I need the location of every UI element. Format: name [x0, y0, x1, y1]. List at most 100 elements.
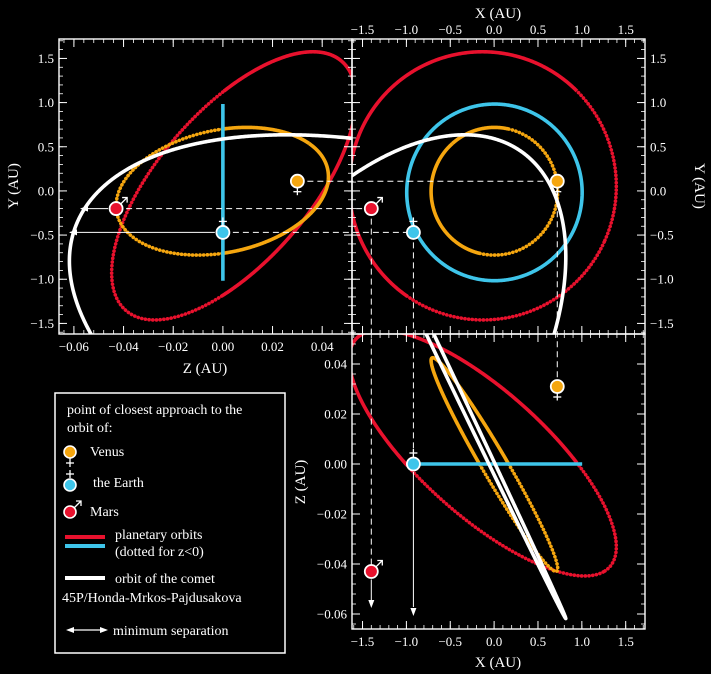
legend-earth-symbol [63, 470, 77, 492]
mars-orbit-solid-1-1 [352, 49, 579, 298]
xtick-label-1-2: −0.5 [438, 22, 462, 37]
mars-orbit-solid-0-1 [220, 49, 352, 298]
legend-orbits-line1: planetary orbits [115, 528, 202, 543]
venus-orbit-dotted-2-1 [478, 461, 560, 574]
legend-box [54, 392, 286, 654]
comet-orbit-solid-0-0 [67, 133, 352, 334]
frame-panel-2 [351, 333, 646, 630]
mars-orbit-dotted-0-2 [109, 238, 224, 322]
xtick-label-0-2: −0.02 [158, 339, 188, 354]
mars-orbit-dotted-2-2 [405, 463, 607, 578]
xz-ylabel: Z (AU) [293, 460, 309, 505]
ytick-label-1-0: −1.5 [650, 316, 674, 331]
mars-marker-panel-2 [363, 559, 383, 579]
xy-ylabel: Y (AU) [691, 163, 707, 209]
xtick-label-2-1: −1.0 [395, 634, 419, 649]
venus-orbit-solid-2-0 [429, 355, 482, 466]
markers [108, 173, 565, 579]
venus-orbit-solid-0-2 [223, 125, 311, 146]
xz-xlabel: X (AU) [475, 655, 521, 671]
ytick-label-2-5: 0.04 [324, 357, 347, 372]
xtick-label-0-0: −0.06 [59, 339, 90, 354]
ytick-label-0-2: −0.5 [30, 228, 54, 243]
earth-marker-panel-0 [215, 217, 231, 240]
xtick-label-1-0: −1.5 [351, 22, 375, 37]
panel-xy [352, 49, 619, 334]
xtick-label-1-3: 0.0 [486, 22, 502, 37]
xtick-label-1-5: 1.0 [574, 22, 590, 37]
ytick-label-2-1: −0.04 [317, 557, 348, 572]
legend-comet-line1: orbit of the comet [115, 572, 215, 587]
minsep-earth-zy-head [69, 229, 77, 236]
ytick-label-2-2: −0.02 [317, 507, 347, 522]
ytick-label-0-5: 1.0 [38, 95, 54, 110]
xtick-label-0-5: 0.04 [311, 339, 334, 354]
comet-orbit-solid-1-0 [352, 133, 568, 334]
ytick-label-0-6: 1.5 [38, 51, 54, 66]
earth-marker-panel-1 [406, 217, 421, 240]
ytick-label-0-3: 0.0 [38, 183, 54, 198]
ytick-label-2-3: 0.00 [324, 457, 347, 472]
ytick-label-2-0: −0.06 [317, 607, 348, 622]
xtick-label-2-6: 1.5 [618, 634, 634, 649]
xtick-label-2-2: −0.5 [438, 634, 462, 649]
xtick-label-2-5: 1.0 [574, 634, 590, 649]
ytick-label-1-2: −0.5 [650, 228, 674, 243]
venus-orbit-solid-0-0 [221, 142, 331, 256]
legend-venus-symbol [63, 445, 77, 467]
venus-orbit-dotted-0-1 [114, 127, 226, 257]
panel-xz [352, 334, 619, 621]
legend: point of closest approach to the orbit o… [54, 392, 286, 654]
xtick-label-1-4: 0.5 [530, 22, 546, 37]
legend-mars-label: Mars [90, 505, 119, 520]
minsep-earth-xz-head [410, 608, 417, 616]
xtick-label-0-1: −0.04 [109, 339, 140, 354]
xtick-label-2-3: 0.0 [486, 634, 502, 649]
mars-orbit-dotted-0-0 [114, 89, 226, 243]
ytick-label-1-6: 1.5 [650, 51, 666, 66]
xtick-label-1-6: 1.5 [618, 22, 634, 37]
venus-orbit-dotted-1-1 [478, 127, 560, 257]
axis-ticks: −0.06 −0.04 −0.02 0.00 0.02 0.04 −1.5 −1.0 −0.5 0… [30, 22, 673, 649]
zy-ylabel: Y (AU) [6, 163, 22, 209]
earth-marker-panel-2 [406, 449, 421, 472]
venus-marker-panel-0 [289, 173, 305, 196]
legend-mars-symbol [63, 500, 82, 519]
guide-lines [69, 180, 558, 616]
xtick-label-2-0: −1.5 [351, 634, 375, 649]
minsep-mars-xz-head [368, 600, 375, 608]
mars-marker-panel-0 [108, 196, 128, 216]
legend-comet-line2: 45P/Honda-Mrkos-Pajdusakova [62, 591, 242, 606]
legend-minsep-label: minimum separation [113, 624, 228, 639]
ytick-label-0-1: −1.0 [30, 272, 54, 287]
legend-venus-label: Venus [90, 445, 124, 460]
ytick-label-1-3: 0.0 [650, 183, 666, 198]
mars-orbit-dotted-2-0 [575, 461, 619, 573]
minsep-mars-zy-head [80, 205, 88, 212]
xtick-label-2-4: 0.5 [530, 634, 546, 649]
legend-title-line2: orbit of: [67, 421, 113, 436]
ytick-label-1-5: 1.0 [650, 95, 666, 110]
xtick-label-0-3: 0.00 [212, 339, 235, 354]
ytick-label-1-1: −1.0 [650, 272, 674, 287]
ytick-label-0-4: 0.5 [38, 139, 54, 154]
xtick-label-1-1: −1.0 [395, 22, 419, 37]
legend-minsep-arrow [66, 627, 108, 633]
xtick-label-0-4: 0.02 [261, 339, 284, 354]
panel-zy [67, 49, 352, 334]
legend-title-line1: point of closest approach to the [67, 403, 242, 418]
mars-orbit-dotted-1-0 [575, 89, 619, 243]
venus-marker-panel-2 [549, 379, 565, 401]
legend-orbits-line2: (dotted for z<0) [115, 545, 204, 560]
zy-xlabel: Z (AU) [183, 361, 228, 377]
mars-orbit-dotted-1-2 [405, 238, 607, 322]
earth-orbit-solid-1-0 [404, 102, 584, 283]
panel-frames [58, 38, 646, 630]
mars-marker-panel-1 [363, 196, 383, 216]
mars-orbit-solid-2-1 [352, 334, 579, 467]
ytick-label-2-4: 0.02 [324, 407, 347, 422]
venus-marker-panel-1 [549, 173, 565, 196]
xy-xlabel: X (AU) [475, 6, 521, 22]
